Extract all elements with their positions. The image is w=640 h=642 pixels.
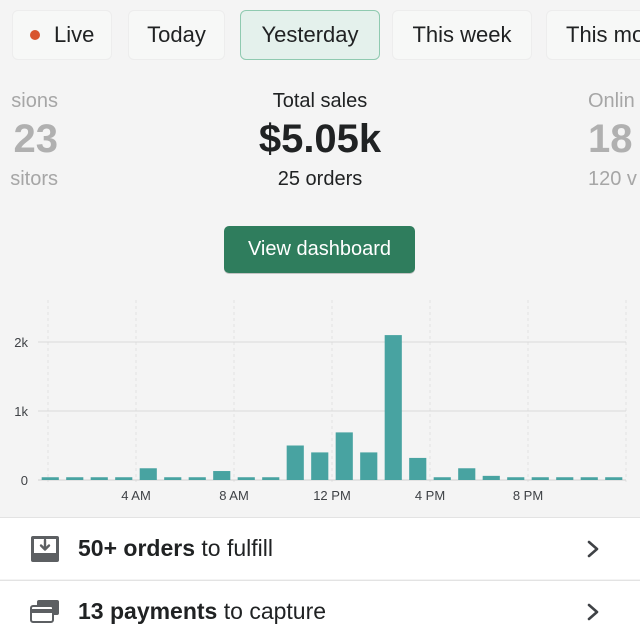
chart-bar [531, 477, 549, 480]
credit-card-icon [30, 600, 59, 623]
chart-bar [482, 475, 500, 480]
task-orders-count: 50+ orders [78, 535, 195, 561]
chart-bar [213, 471, 231, 480]
chart-bar [115, 477, 133, 480]
total-sales-value: $5.05k [258, 117, 382, 161]
tab-yesterday-label: Yesterday [261, 22, 359, 47]
view-dashboard-button[interactable]: View dashboard [224, 226, 415, 273]
chart-bar [433, 477, 451, 480]
chart-x-tick-label: 12 PM [313, 488, 351, 503]
total-sales-orders: 25 orders [277, 168, 363, 190]
sessions-label: sions [11, 90, 58, 112]
chart-x-tick-label: 8 AM [219, 488, 249, 503]
task-payments-text: 13 payments to capture [78, 598, 326, 625]
chart-y-tick-label: 2k [14, 335, 28, 350]
task-payments-to-capture[interactable]: 13 payments to capture [0, 580, 640, 642]
chart-bar [360, 452, 378, 480]
online-store-metric[interactable]: Onlin 18 120 v [588, 90, 640, 191]
sessions-sub: sitors [10, 168, 58, 190]
date-range-tabs: Live Today Yesterday This week This mo [0, 10, 640, 62]
live-status-dot-icon [30, 30, 40, 40]
tab-live-label: Live [54, 22, 95, 47]
sessions-metric[interactable]: sions 23 sitors [0, 90, 58, 191]
chevron-right-icon [587, 603, 599, 621]
chart-bar [507, 477, 525, 480]
chart-bar [286, 445, 304, 480]
chart-bar [556, 477, 574, 480]
task-payments-rest: to capture [217, 598, 327, 624]
chart-bar [139, 468, 157, 480]
chart-bar [90, 477, 108, 480]
chart-y-tick-label: 0 [21, 473, 28, 488]
chart-bar [66, 477, 84, 480]
chevron-right-icon [587, 540, 599, 558]
online-store-label: Onlin [588, 90, 635, 112]
chart-bar [188, 477, 206, 480]
tab-this-week[interactable]: This week [392, 10, 532, 60]
chart-bar [311, 452, 329, 480]
task-orders-rest: to fulfill [195, 535, 273, 561]
chart-bar [605, 477, 623, 480]
chart-bar [409, 457, 427, 480]
chart-bar [580, 477, 598, 480]
chart-bar [237, 477, 255, 480]
total-sales-metric: Total sales $5.05k 25 orders [170, 90, 470, 191]
tab-today[interactable]: Today [128, 10, 225, 60]
online-store-sub: 120 v [588, 168, 637, 190]
task-payments-count: 13 payments [78, 598, 218, 624]
tab-yesterday[interactable]: Yesterday [240, 10, 380, 60]
chart-y-tick-label: 1k [14, 404, 28, 419]
online-store-value: 18 [588, 117, 633, 161]
task-orders-to-fulfill[interactable]: 50+ orders to fulfill [0, 517, 640, 579]
tab-today-label: Today [147, 22, 206, 47]
chart-x-tick-label: 4 AM [121, 488, 151, 503]
inbox-download-icon [31, 536, 59, 562]
tab-this-month[interactable]: This mo [546, 10, 640, 60]
tab-live[interactable]: Live [12, 10, 112, 60]
tab-this-month-label: This mo [566, 22, 640, 47]
chart-bar [164, 477, 182, 480]
chart-bar [384, 335, 402, 480]
chart-bar [262, 477, 280, 480]
sessions-value: 23 [13, 117, 59, 161]
chart-bar [41, 477, 59, 480]
tab-this-week-label: This week [412, 22, 512, 47]
task-orders-text: 50+ orders to fulfill [78, 535, 273, 562]
total-sales-label: Total sales [272, 90, 368, 112]
chart-bar [335, 432, 353, 480]
chart-bar [458, 468, 476, 480]
chart-x-tick-label: 8 PM [513, 488, 543, 503]
sales-by-hour-chart: 0 1k 2k 4 AM 8 AM 12 PM 4 PM 8 PM [14, 300, 627, 503]
chart-x-tick-label: 4 PM [415, 488, 445, 503]
